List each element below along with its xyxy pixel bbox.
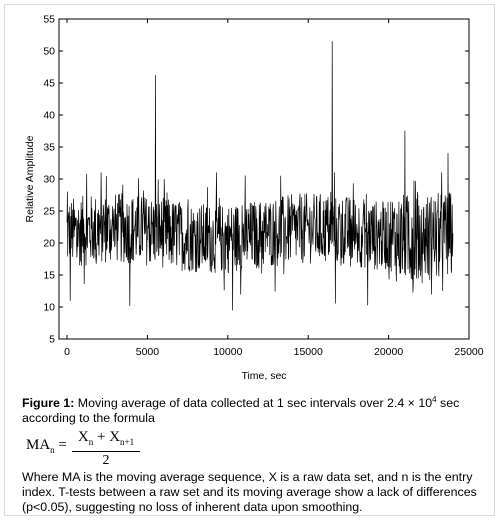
x-tick-label: 10000: [213, 346, 242, 358]
formula-x1-sub: n: [88, 437, 94, 448]
y-tick-label: 35: [43, 142, 55, 154]
y-tick-label: 40: [43, 110, 55, 122]
caption-text: Moving average of data collected at 1 se…: [74, 396, 433, 411]
caption-label: Figure 1:: [22, 396, 75, 411]
y-tick-label: 5: [49, 334, 55, 346]
formula-fraction: Xn + Xn+1 2: [72, 430, 140, 468]
formula-lhs: MAn =: [26, 438, 67, 458]
formula-x2: X: [109, 429, 121, 446]
formula-lhs-sub: n: [50, 445, 55, 456]
caption-exponent: 4: [432, 395, 437, 404]
tick-labels: 0 5000 10000 15000 20000 25000 5 10 15 20 25 30 35 40…: [43, 14, 483, 359]
formula-lhs-symbol: MA: [26, 437, 51, 454]
figure-frame: [4, 4, 495, 516]
formula-denominator: 2: [102, 453, 110, 469]
y-tick-label: 50: [43, 46, 55, 58]
line-chart: 0 5000 10000 15000 20000 25000 5 10 15 20 25 30 35 40…: [24, 14, 484, 383]
y-axis-label: Relative Amplitude: [24, 135, 36, 222]
x-tick-label: 5000: [136, 346, 160, 358]
y-tick-label: 45: [43, 78, 55, 90]
plot-area: [58, 18, 470, 340]
y-tick-label: 30: [43, 174, 55, 186]
caption-text-2: sec according to the formula: [22, 396, 460, 426]
caption-body: Where MA is the moving average sequence,…: [22, 470, 477, 515]
y-tick-label: 25: [43, 206, 55, 218]
axis-ticks: [59, 18, 470, 340]
y-tick-label: 20: [43, 238, 55, 250]
x-tick-label: 20000: [374, 346, 403, 358]
y-tick-label: 55: [43, 14, 55, 26]
x-tick-label: 25000: [454, 346, 483, 358]
formula-x2-sub: n+1: [120, 437, 135, 448]
moving-average-formula: MAn = Xn + Xn+1 2: [22, 430, 488, 468]
x-axis-label: Time, sec: [241, 370, 286, 382]
formula-equals: =: [54, 437, 67, 454]
series-line: [66, 41, 454, 311]
caption-title-line: Figure 1: Moving average of data collect…: [22, 392, 488, 426]
y-tick-label: 15: [43, 270, 55, 282]
figure-caption: Figure 1: Moving average of data collect…: [22, 392, 488, 515]
x-tick-label: 15000: [294, 346, 323, 358]
x-tick-label: 0: [64, 346, 70, 358]
formula-x1: X: [77, 429, 89, 446]
y-tick-label: 10: [43, 302, 55, 314]
formula-plus: +: [93, 429, 110, 446]
formula-numerator: Xn + Xn+1: [72, 429, 140, 453]
